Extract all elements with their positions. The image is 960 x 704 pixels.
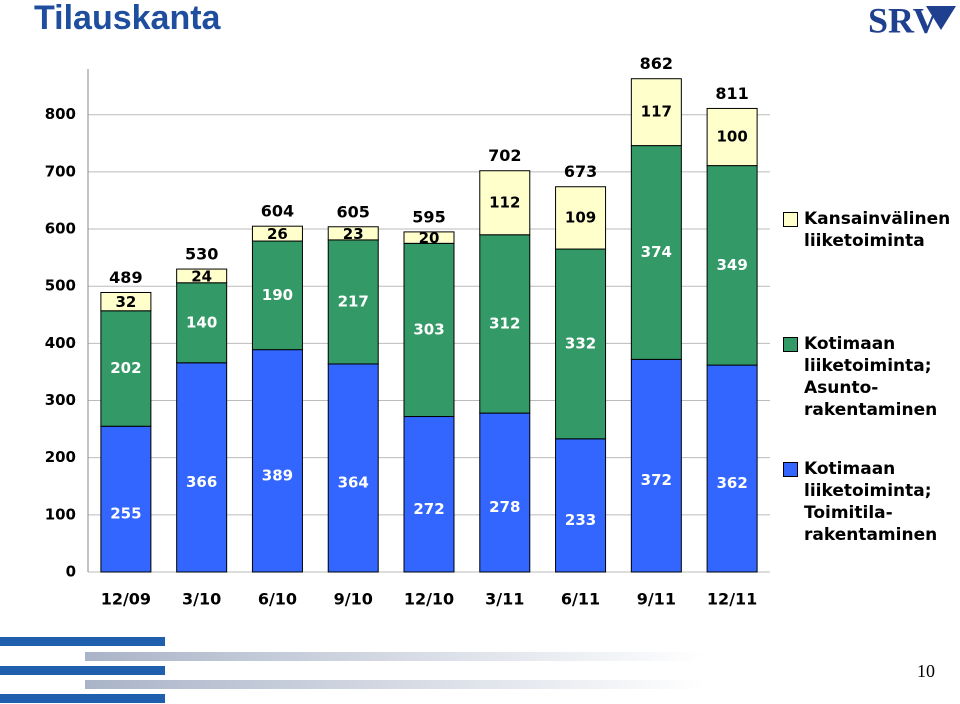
- data-label: 312: [489, 314, 520, 332]
- total-label: 673: [564, 162, 597, 181]
- bar-segment: [479, 412, 531, 573]
- data-label: 303: [413, 320, 444, 338]
- x-tick-label: 9/10: [334, 590, 373, 609]
- bar-segment: [706, 165, 758, 366]
- y-tick-label: 0: [66, 563, 76, 581]
- x-tick-label: 6/11: [561, 590, 600, 609]
- y-tick-label: 100: [45, 505, 76, 523]
- legend-item: Kotimaan liiketoiminta; Toimitila-rakent…: [783, 458, 953, 546]
- y-tick-label: 200: [45, 448, 76, 466]
- legend-label: Kansainvälinen liiketoiminta: [804, 209, 951, 251]
- bar-segment: [327, 239, 379, 365]
- bar-segment: [479, 234, 531, 414]
- bar-segment: [251, 225, 303, 242]
- x-tick-label: 3/10: [182, 590, 221, 609]
- data-label: 349: [716, 256, 747, 274]
- data-label: 190: [262, 286, 293, 304]
- data-label: 233: [565, 511, 596, 529]
- x-tick-label: 6/10: [258, 590, 297, 609]
- x-tick-label: 12/09: [101, 590, 151, 609]
- data-label: 217: [338, 292, 369, 310]
- bar-segment: [327, 226, 379, 241]
- legend-swatch: [783, 337, 798, 352]
- data-label: 372: [641, 471, 672, 489]
- x-tick-label: 9/11: [637, 590, 676, 609]
- decor-stripes: [0, 637, 705, 703]
- bar-segment: [403, 242, 455, 418]
- legend-swatch: [783, 462, 798, 477]
- data-label: 389: [262, 466, 293, 484]
- total-label: 702: [488, 146, 521, 165]
- legend-swatch: [783, 212, 798, 227]
- data-label: 332: [565, 334, 596, 352]
- data-label: 255: [110, 505, 141, 523]
- total-label: 811: [715, 84, 748, 103]
- slide-title: Tilauskanta: [34, 0, 222, 37]
- bar-segment: [403, 231, 455, 244]
- data-label: 112: [489, 193, 520, 211]
- bar-segment: [706, 364, 758, 573]
- bar-segment: [100, 291, 152, 312]
- y-tick-label: 800: [45, 105, 76, 123]
- total-label: 605: [337, 202, 370, 221]
- bar-segment: [706, 107, 758, 167]
- bar-segment: [630, 78, 682, 147]
- page-number: 10: [917, 661, 935, 681]
- data-label: 24: [191, 267, 212, 285]
- bar-segment: [403, 416, 455, 573]
- bar-segment: [176, 268, 228, 284]
- bar-segment: [176, 362, 228, 573]
- x-tick-label: 3/11: [485, 590, 524, 609]
- total-label: 489: [109, 268, 142, 287]
- bar-segment: [630, 145, 682, 360]
- bar-segment: [100, 425, 152, 573]
- bar-segment: [630, 358, 682, 573]
- x-tick-label: 12/10: [404, 590, 454, 609]
- bar-segment: [479, 170, 531, 236]
- data-label: 278: [489, 498, 520, 516]
- data-label: 100: [716, 128, 747, 146]
- total-label: 595: [412, 207, 445, 226]
- data-label: 26: [267, 225, 288, 243]
- bar-segment: [555, 186, 607, 250]
- data-label: 364: [338, 473, 369, 491]
- logo-mark: [926, 6, 956, 30]
- total-label: 530: [185, 245, 218, 264]
- data-label: 202: [110, 359, 141, 377]
- data-label: 20: [419, 229, 440, 247]
- y-tick-label: 600: [45, 220, 76, 238]
- legend-item: Kansainvälinen liiketoiminta: [783, 208, 953, 252]
- total-label: 604: [261, 202, 294, 221]
- y-tick-label: 400: [45, 334, 76, 352]
- legend-item: Kotimaan liiketoiminta; Asunto-rakentami…: [783, 333, 953, 421]
- y-tick-label: 700: [45, 162, 76, 180]
- y-tick-label: 500: [45, 277, 76, 295]
- bar-segment: [176, 282, 228, 364]
- bar-segment: [251, 349, 303, 573]
- data-label: 366: [186, 473, 217, 491]
- data-label: 140: [186, 313, 217, 331]
- data-label: 362: [716, 474, 747, 492]
- bar-segment: [555, 438, 607, 573]
- legend-label: Kotimaan liiketoiminta; Toimitila-rakent…: [804, 459, 938, 545]
- data-label: 117: [641, 103, 672, 121]
- bar-segment: [251, 240, 303, 351]
- data-label: 32: [115, 293, 136, 311]
- bar-segment: [100, 310, 152, 427]
- bar-segment: [327, 363, 379, 573]
- x-tick-label: 12/11: [707, 590, 757, 609]
- data-label: 272: [413, 500, 444, 518]
- data-label: 109: [565, 208, 596, 226]
- data-label: 374: [641, 243, 672, 261]
- legend-label: Kotimaan liiketoiminta; Asunto-rakentami…: [804, 334, 938, 420]
- data-label: 23: [343, 225, 364, 243]
- bar-segment: [555, 248, 607, 440]
- y-tick-label: 300: [45, 391, 76, 409]
- total-label: 862: [640, 54, 673, 73]
